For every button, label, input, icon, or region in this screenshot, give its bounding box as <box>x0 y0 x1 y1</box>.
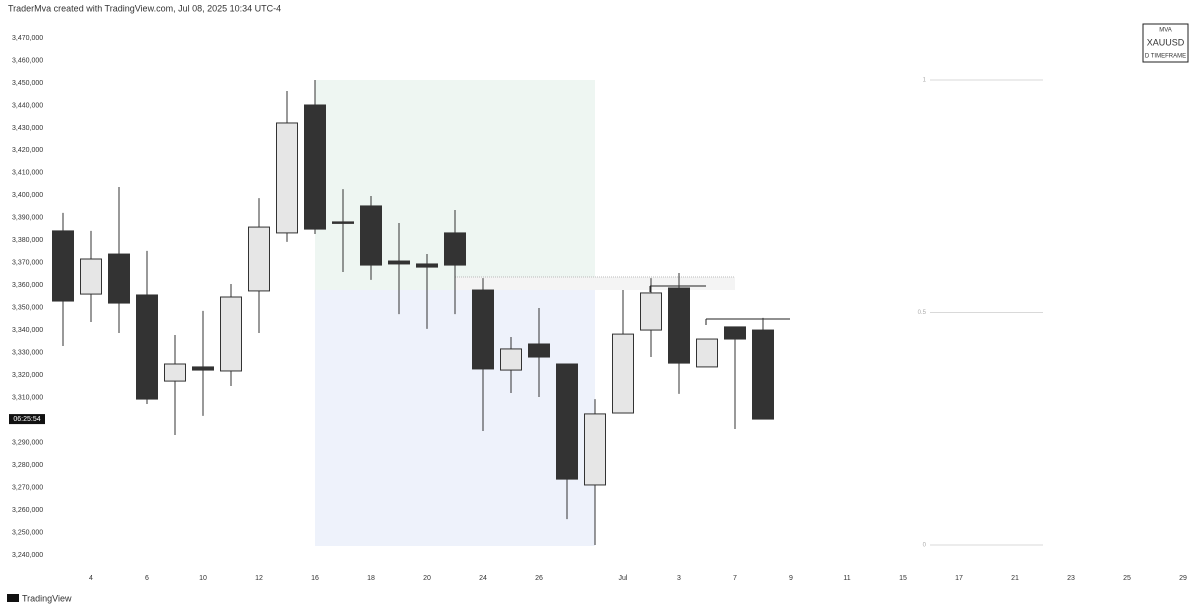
symbol-box-bottom: D TIMEFRAME <box>1145 54 1186 60</box>
candle-body <box>248 226 270 292</box>
x-tick-label: 4 <box>89 575 93 582</box>
x-tick-label: 26 <box>535 575 543 582</box>
y-tick-label: 3,320,000 <box>12 372 43 379</box>
candle-body <box>416 263 438 268</box>
y-tick-label: 3,470,000 <box>12 35 43 42</box>
y-tick-label: 3,290,000 <box>12 440 43 447</box>
y-tick-label: 3,460,000 <box>12 57 43 64</box>
candle-body <box>332 221 354 224</box>
x-tick-label: 12 <box>255 575 263 582</box>
x-tick-label: 7 <box>733 575 737 582</box>
y-tick-label: 3,260,000 <box>12 507 43 514</box>
candle-body <box>388 260 410 265</box>
x-tick-label: 29 <box>1179 575 1187 582</box>
symbol-name: XAUUSD <box>1147 37 1185 47</box>
y-tick-label: 3,450,000 <box>12 80 43 87</box>
y-tick-label: 3,330,000 <box>12 350 43 357</box>
candle-body <box>192 366 214 371</box>
y-tick-label: 3,370,000 <box>12 260 43 267</box>
candle-body <box>584 413 606 486</box>
x-tick-label: 3 <box>677 575 681 582</box>
candle-body <box>52 230 74 302</box>
y-tick-label: 3,270,000 <box>12 485 43 492</box>
x-tick-label: 10 <box>199 575 207 582</box>
candle-body <box>360 205 382 266</box>
fib-label: 1 <box>923 78 927 84</box>
symbol-box <box>1142 23 1189 63</box>
y-tick-label: 3,430,000 <box>12 125 43 132</box>
candle-body <box>556 363 578 480</box>
candle-body <box>220 296 242 372</box>
candle-body <box>164 363 186 382</box>
candle-body <box>500 348 522 371</box>
y-tick-label: 3,440,000 <box>12 102 43 109</box>
candle-body <box>276 122 298 234</box>
candle-body <box>640 292 662 331</box>
x-tick-label: 20 <box>423 575 431 582</box>
y-tick-label: 3,250,000 <box>12 529 43 536</box>
x-tick-label: 23 <box>1067 575 1075 582</box>
candle-body <box>668 287 690 364</box>
x-tick-label: 25 <box>1123 575 1131 582</box>
x-tick-label: 11 <box>843 575 850 582</box>
level-box <box>455 277 735 290</box>
x-tick-label: 18 <box>367 575 375 582</box>
x-tick-label: 17 <box>955 575 963 582</box>
candle-body <box>528 343 550 358</box>
candle-body <box>136 294 158 400</box>
y-tick-label: 3,380,000 <box>12 237 43 244</box>
x-tick-label: 15 <box>899 575 907 582</box>
y-tick-label: 3,350,000 <box>12 305 43 312</box>
x-tick-label: 24 <box>479 575 487 582</box>
plot: 3,240,000 3,250,000 3,260,000 3,270,000 3,28… <box>9 35 1187 582</box>
x-tick-label: 6 <box>145 575 149 582</box>
countdown: 06:25:54 <box>13 416 40 423</box>
candle-body <box>612 333 634 414</box>
candle-body <box>444 232 466 266</box>
fib-label: 0.5 <box>918 310 927 316</box>
symbol-box-top: MVA <box>1159 28 1172 34</box>
x-tick-label: 16 <box>311 575 319 582</box>
x-tick-label: 21 <box>1011 575 1019 582</box>
candle-body <box>108 253 130 304</box>
brand: TradingView <box>22 593 72 603</box>
y-tick-label: 3,420,000 <box>12 147 43 154</box>
y-tick-label: 3,310,000 <box>12 395 43 402</box>
x-tick-label: Jul <box>619 575 628 582</box>
y-tick-label: 3,410,000 <box>12 170 43 177</box>
candle-body <box>304 104 326 230</box>
candle-body <box>724 326 746 340</box>
candle-body <box>80 258 102 295</box>
zone-lower <box>315 290 595 546</box>
y-tick-label: 3,360,000 <box>12 282 43 289</box>
y-tick-label: 3,280,000 <box>12 462 43 469</box>
y-tick-label: 3,240,000 <box>12 552 43 559</box>
countdown-bg <box>9 414 45 425</box>
attribution: TraderMva created with TradingView.com, … <box>8 3 281 13</box>
brand-logo <box>7 594 19 602</box>
fib-label: 0 <box>923 543 927 549</box>
candle-body <box>472 289 494 370</box>
y-tick-label: 3,340,000 <box>12 327 43 334</box>
x-tick-label: 9 <box>789 575 793 582</box>
candle-body <box>696 338 718 368</box>
candle-body <box>752 329 774 420</box>
y-tick-label: 3,390,000 <box>12 215 43 222</box>
y-tick-label: 3,400,000 <box>12 192 43 199</box>
